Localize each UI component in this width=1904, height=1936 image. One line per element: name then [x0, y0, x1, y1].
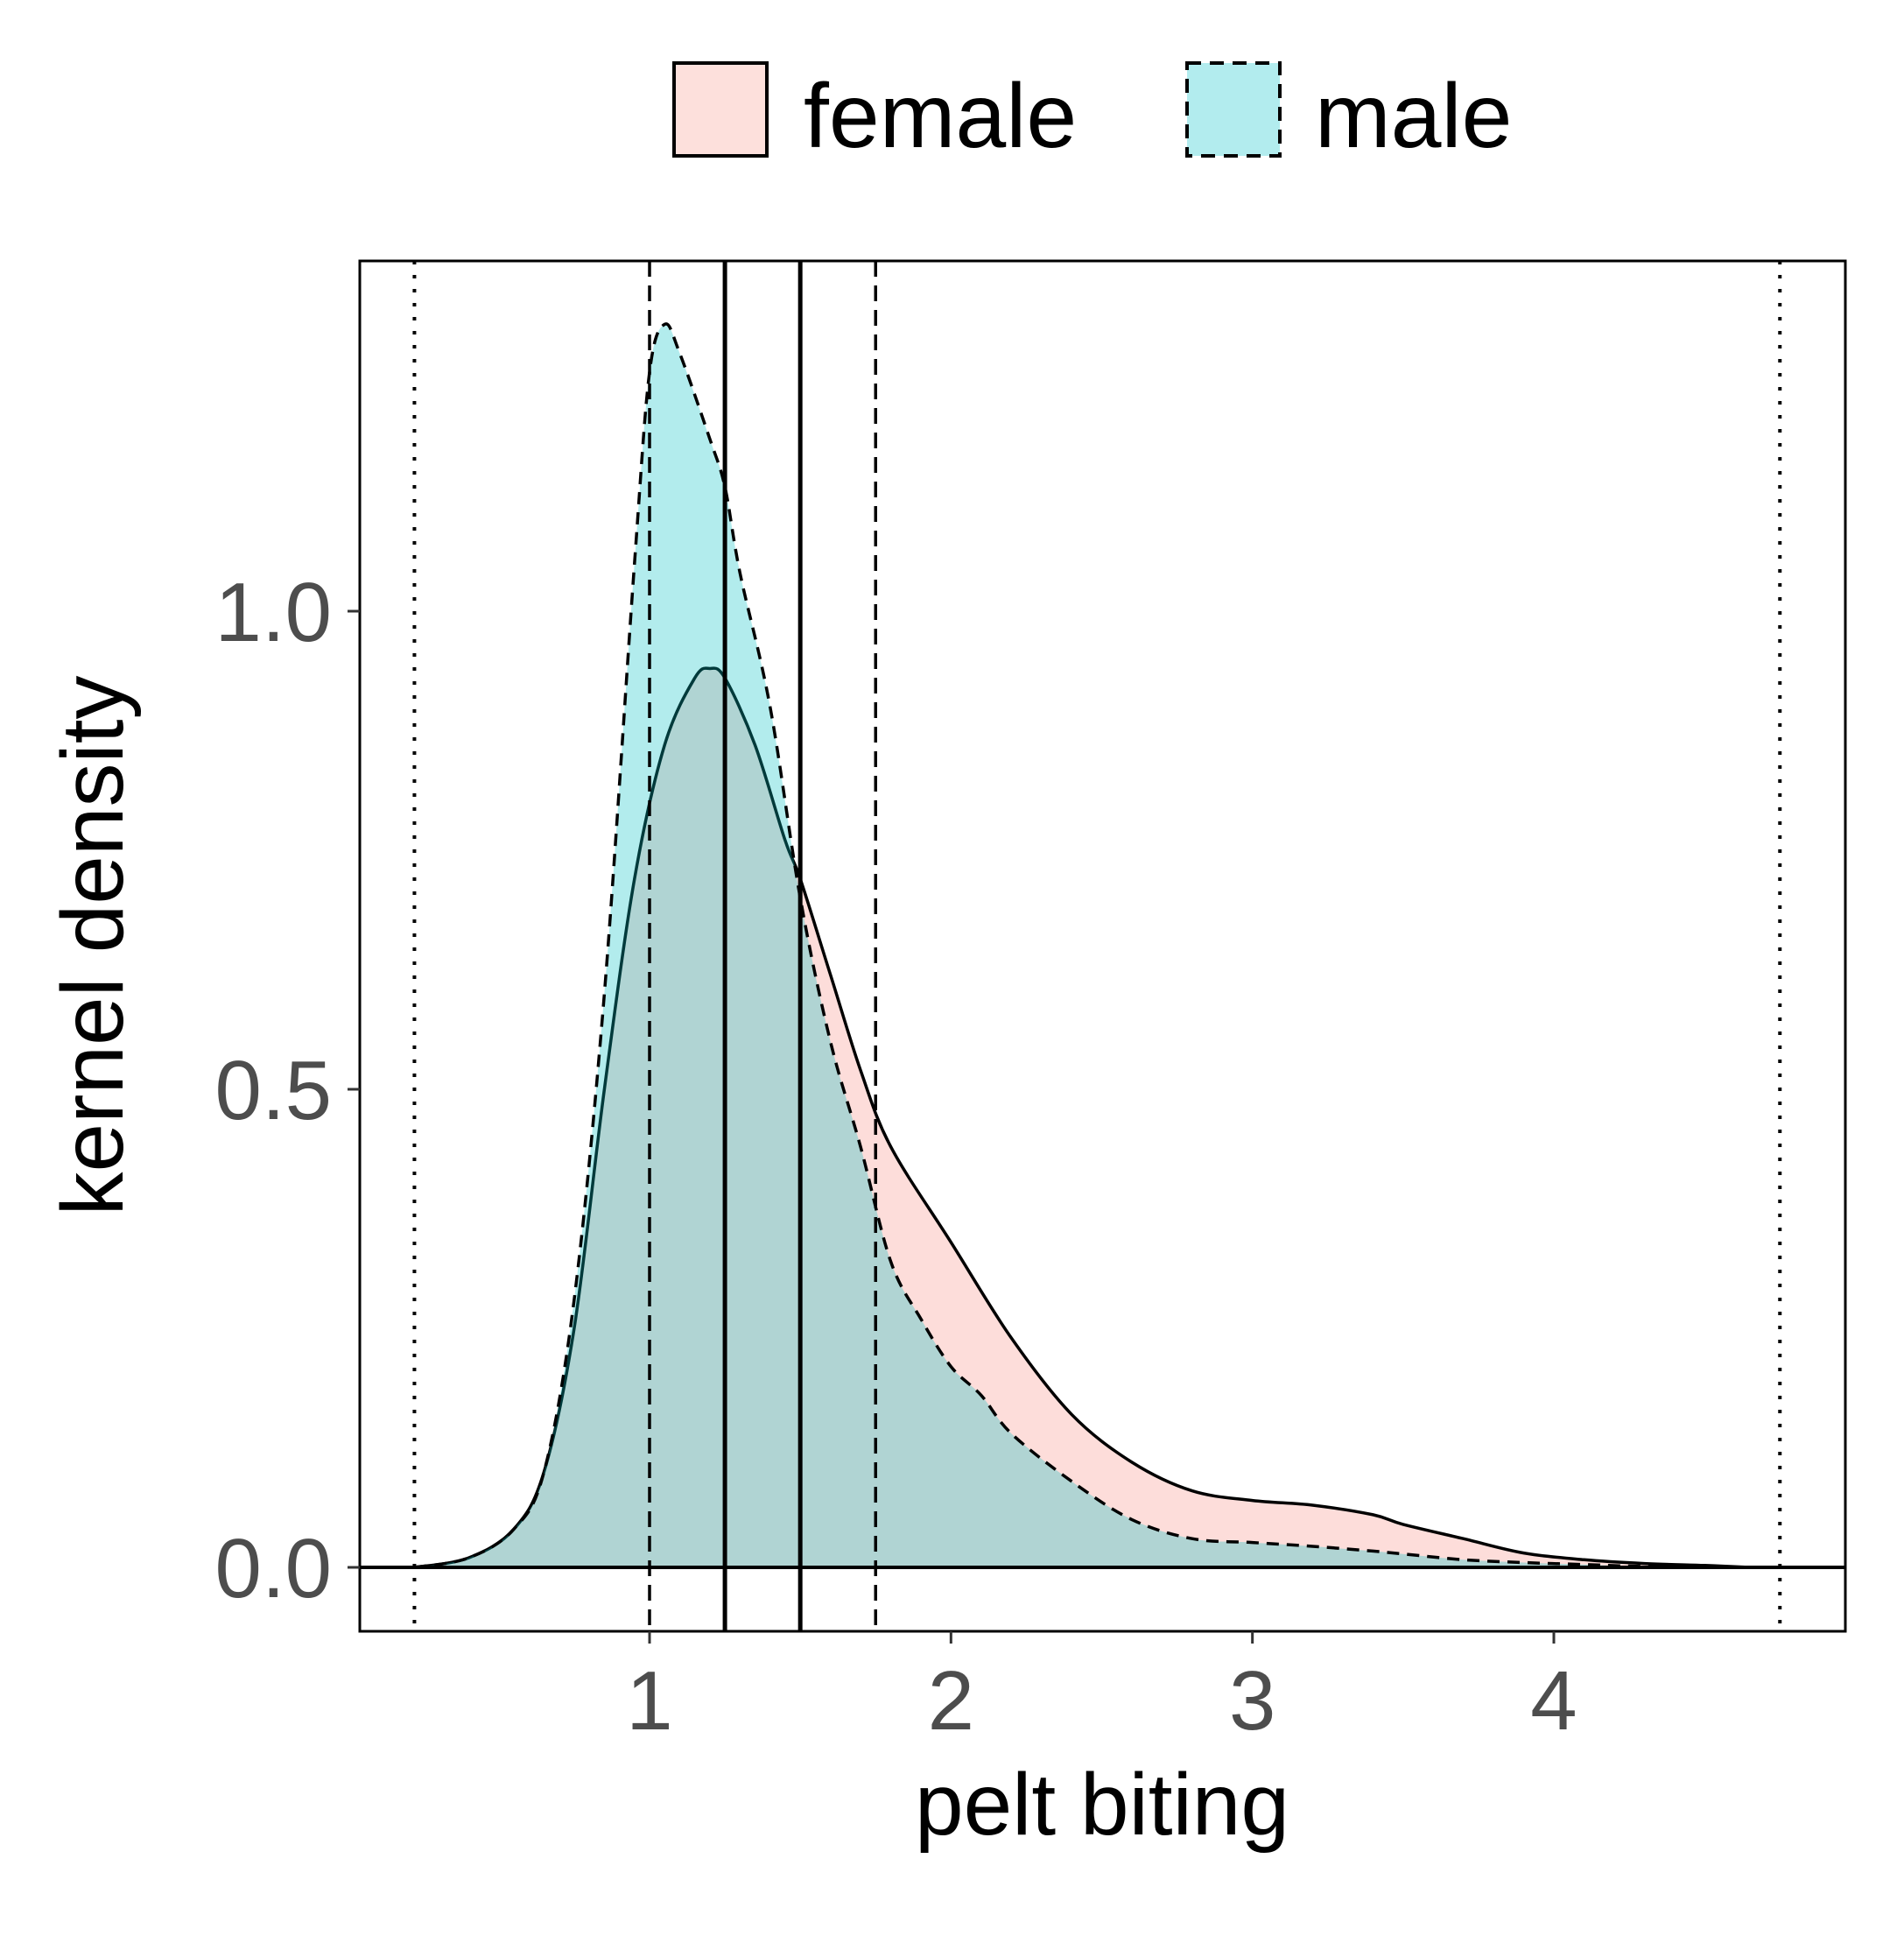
legend-label-male: male [1315, 66, 1512, 167]
y-tick-label: 0.0 [215, 1522, 332, 1616]
density-area-male [414, 323, 1750, 1568]
legend-swatch-female [672, 61, 769, 158]
density-line-male [414, 322, 1750, 1569]
x-tick-label: 2 [928, 1654, 974, 1748]
x-tick-label: 1 [626, 1654, 672, 1748]
x-axis-ticks: 1 2 3 4 [626, 1631, 1577, 1748]
y-tick-label: 1.0 [215, 566, 332, 659]
x-tick-label: 4 [1530, 1654, 1577, 1748]
y-axis-title: kernel density [44, 676, 142, 1216]
density-line-female [414, 666, 1750, 1569]
legend: female male [672, 61, 1512, 167]
plot-border [358, 259, 1847, 1633]
y-axis-ticks: 0.0 0.5 1.0 [215, 566, 360, 1616]
density-areas [414, 322, 1750, 1569]
x-tick-label: 3 [1229, 1654, 1275, 1748]
legend-swatch-male [1185, 61, 1282, 158]
y-tick-label: 0.5 [215, 1044, 332, 1137]
density-area-female [414, 668, 1750, 1567]
reference-lines [412, 261, 1782, 1631]
x-axis-title: pelt biting [915, 1756, 1289, 1854]
legend-label-female: female [804, 66, 1077, 167]
